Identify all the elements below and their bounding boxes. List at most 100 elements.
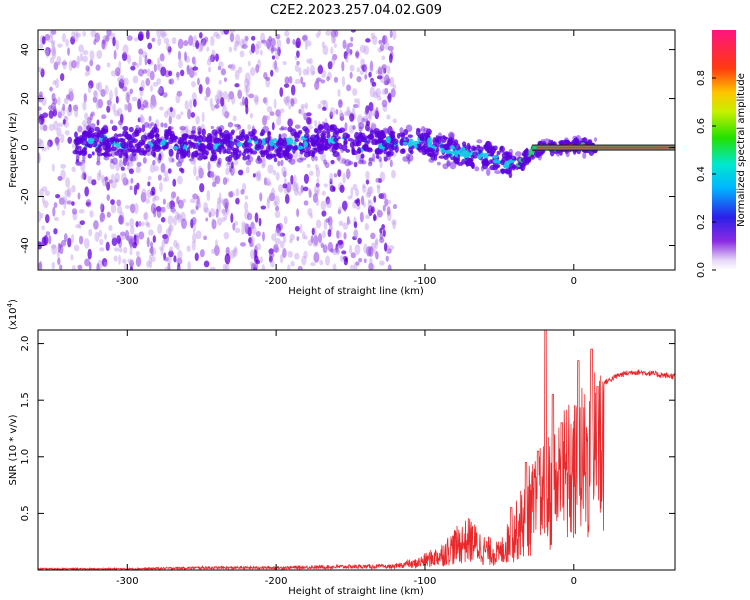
- spectrogram-band-cell: [129, 153, 134, 162]
- colorbar-gradient: [712, 30, 736, 270]
- spectrogram-band-cell: [366, 127, 371, 132]
- spectrogram-noise-cell: [235, 188, 240, 197]
- spectrogram-band-cell: [136, 161, 142, 167]
- spectrogram-noise-cell: [343, 232, 347, 240]
- spectrogram-noise-cell: [344, 122, 348, 132]
- spectrogram-noise-cell: [38, 152, 41, 161]
- snr-panel: 0.5 1.0 1.5 2.0 -300 -200 -100 0 SNR (10 * v/v…: [6, 299, 676, 597]
- spectrogram-noise-cell: [130, 177, 134, 184]
- spectrogram-band-cell: [351, 148, 356, 156]
- spectrogram-noise-cell: [248, 93, 255, 99]
- spectrogram-band-cell: [376, 131, 382, 139]
- spectrogram-noise-cell: [146, 260, 150, 268]
- spectrogram-noise-cell: [143, 212, 148, 220]
- spectrogram-noise-cell: [308, 187, 312, 194]
- spectrogram-noise-cell: [135, 256, 142, 267]
- spectrogram-noise-cell: [221, 200, 225, 205]
- spectrogram-noise-cell: [141, 221, 145, 227]
- spectrogram-band-cell: [407, 134, 413, 138]
- spectrogram-noise-cell: [71, 31, 76, 39]
- spectrogram-band-cell: [191, 125, 197, 132]
- spectrogram-noise-cell: [294, 78, 301, 85]
- spectrogram-noise-cell: [45, 49, 50, 58]
- spectrogram-noise-cell: [241, 43, 248, 50]
- snr-y-tick-label: 2.0: [20, 336, 31, 352]
- spectrogram-noise-cell: [121, 172, 127, 183]
- spectrogram-band-cell: [283, 126, 288, 131]
- spectrogram-noise-cell: [304, 102, 309, 110]
- spectrogram-noise-cell: [89, 59, 94, 67]
- spectrogram-noise-cell: [329, 178, 333, 185]
- spectrogram-band-cell: [360, 153, 365, 159]
- spectrogram-noise-cell: [333, 43, 337, 48]
- spectrogram-noise-cell: [349, 71, 353, 79]
- spectrogram-noise-cell: [193, 157, 197, 167]
- spectrogram-noise-cell: [168, 224, 174, 232]
- spectrogram-band-cell: [224, 149, 229, 154]
- spectrogram-band-cell: [179, 125, 186, 131]
- spectrogram-noise-cell: [325, 199, 332, 209]
- spectrogram-noise-cell: [95, 82, 100, 90]
- spectrogram-noise-cell: [53, 202, 58, 208]
- spectrogram-noise-cell: [368, 262, 374, 270]
- spectrogram-band-cell: [493, 159, 500, 164]
- spectrogram-band-cell: [355, 135, 361, 141]
- spectrogram-band-cell: [477, 154, 482, 160]
- spectrogram-noise-cell: [216, 89, 223, 101]
- spectrogram-noise-cell: [47, 139, 53, 148]
- spectrogram-noise-cell: [147, 175, 152, 181]
- spectrogram-noise-cell: [275, 49, 280, 60]
- spectrogram-noise-cell: [284, 30, 290, 37]
- spectrogram-band-cell: [394, 145, 399, 153]
- spectrogram-noise-cell: [116, 199, 122, 207]
- spectrogram-band-cell: [114, 151, 120, 156]
- spectrogram-noise-cell: [160, 217, 166, 223]
- spectrogram-noise-cell: [213, 245, 220, 256]
- spectrogram-band-cell: [493, 145, 498, 151]
- spectrogram-band-cell: [520, 163, 524, 171]
- spectrogram-noise-cell: [209, 266, 216, 270]
- spectrogram-x-tick-label: -100: [414, 276, 437, 287]
- spectrogram-noise-cell: [54, 78, 60, 89]
- spectrogram-noise-cell: [375, 106, 379, 114]
- spectrogram-noise-cell: [254, 43, 260, 55]
- spectrogram-band-cell: [361, 160, 367, 165]
- spectrogram-noise-cell: [127, 258, 134, 264]
- spectrogram-y-ticks: -40 -20 0 20 40: [20, 43, 675, 254]
- spectrogram-noise-cell: [365, 214, 371, 219]
- spectrogram-noise-cell: [115, 162, 120, 172]
- spectrogram-noise-cell: [167, 46, 172, 54]
- spectrogram-noise-cell: [282, 170, 287, 178]
- spectrogram-noise-cell: [392, 30, 397, 40]
- spectrogram-noise-cell: [177, 214, 183, 223]
- spectrogram-noise-cell: [125, 222, 130, 227]
- spectrogram-noise-cell: [298, 108, 302, 114]
- spectrogram-noise-cell: [261, 264, 266, 270]
- spectrogram-band-cell: [296, 145, 304, 150]
- spectrogram-noise-cell: [338, 206, 342, 212]
- spectrogram-noise-cell: [207, 55, 214, 63]
- spectrogram-noise-cell: [74, 30, 79, 42]
- spectrogram-band-cell: [275, 140, 282, 147]
- spectrogram-noise-cell: [62, 103, 66, 112]
- spectrogram-noise-cell: [232, 222, 236, 231]
- spectrogram-noise-cell: [189, 99, 193, 110]
- spectrogram-noise-cell: [337, 89, 341, 97]
- spectrogram-band-cell: [181, 133, 189, 139]
- spectrogram-noise-cell: [259, 49, 263, 56]
- spectrogram-noise-cell: [224, 111, 230, 116]
- spectrogram-noise-cell: [245, 86, 249, 98]
- spectrogram-noise-cell: [274, 195, 280, 206]
- spectrogram-noise-cell: [354, 188, 359, 197]
- spectrogram-noise-cell: [168, 115, 172, 125]
- snr-x-tick-label: -200: [265, 576, 288, 587]
- spectrogram-noise-cell: [97, 98, 104, 109]
- spectrogram-noise-cell: [96, 263, 100, 270]
- spectrogram-noise-cell: [327, 61, 333, 70]
- spectrogram-noise-cell: [375, 251, 379, 260]
- figure-title: C2E2.2023.257.04.02.G09: [270, 3, 442, 18]
- spectrogram-noise-cell: [271, 55, 276, 60]
- spectrogram-noise-cell: [145, 221, 150, 227]
- spectrogram-band-cell: [210, 125, 215, 130]
- spectrogram-noise-cell: [209, 208, 216, 217]
